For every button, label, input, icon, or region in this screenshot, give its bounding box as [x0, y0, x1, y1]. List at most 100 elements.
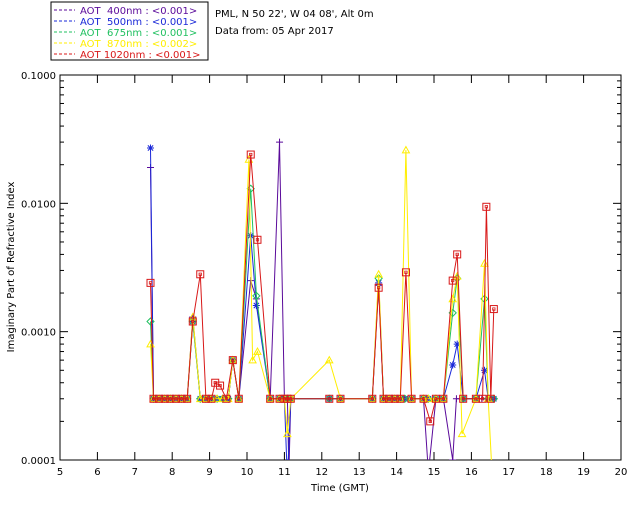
data-point: [283, 429, 292, 438]
data-point: [482, 202, 491, 211]
data-point-inner: [174, 397, 178, 401]
data-point-inner: [249, 152, 253, 157]
x-axis-title: Time (GMT): [310, 483, 369, 494]
data-point: [407, 394, 416, 403]
data-point: [146, 317, 155, 326]
data-point: [448, 276, 457, 285]
data-point: [286, 394, 295, 403]
data-point: [396, 394, 405, 403]
data-point-inner: [481, 397, 485, 401]
data-point: [486, 394, 495, 403]
data-point: [439, 394, 448, 403]
data-point: [400, 394, 410, 403]
data-point-inner: [404, 270, 408, 274]
data-point-inner: [282, 397, 287, 401]
series-0: [147, 138, 498, 460]
series-2: [146, 184, 499, 403]
data-point: [171, 394, 180, 403]
data-point-inner: [168, 397, 172, 401]
data-point: [216, 381, 225, 390]
data-point-inner: [387, 397, 391, 401]
data-point: [188, 317, 197, 326]
data-point: [480, 258, 489, 267]
data-point-inner: [461, 397, 465, 401]
data-point-inner: [151, 397, 156, 401]
station-header: PML, N 50 22', W 04 08', Alt 0m: [215, 9, 374, 20]
data-point-inner: [474, 397, 478, 401]
data-point: [253, 347, 262, 355]
data-point: [379, 394, 388, 403]
series-4: [146, 150, 498, 426]
series-group: [146, 138, 499, 475]
data-point: [452, 395, 460, 403]
data-point: [374, 269, 383, 278]
legend-label: AOT 675nm : <0.001>: [80, 28, 197, 39]
data-point-inner: [218, 383, 222, 388]
legend-label: AOT 400nm : <0.001>: [80, 6, 197, 17]
x-tick-label: 14: [390, 467, 403, 478]
data-point: [401, 145, 411, 154]
data-point-inner: [231, 358, 235, 362]
data-point: [336, 394, 345, 403]
data-point-inner: [451, 278, 455, 283]
data-point-inner: [398, 397, 402, 401]
data-point-inner: [370, 397, 374, 401]
data-point: [207, 394, 216, 403]
x-tick-label: 15: [428, 467, 441, 478]
data-point: [457, 429, 467, 438]
data-point: [449, 361, 457, 369]
data-point: [426, 417, 435, 426]
x-tick-label: 10: [241, 467, 254, 478]
data-point: [276, 138, 284, 146]
x-tick-label: 13: [353, 467, 366, 478]
data-point: [234, 394, 243, 403]
x-tick-label: 17: [502, 467, 515, 478]
data-point-inner: [492, 307, 496, 311]
data-point: [478, 394, 487, 403]
plot-frame: [59, 74, 622, 461]
x-tick-label: 5: [57, 467, 63, 478]
data-point: [248, 355, 257, 364]
x-tick-label: 9: [206, 467, 212, 478]
x-tick-label: 8: [169, 467, 175, 478]
data-point-inner: [255, 238, 260, 242]
data-point-inner: [209, 397, 214, 401]
series-3: [146, 145, 495, 475]
data-point: [222, 394, 231, 403]
data-point: [459, 394, 468, 403]
data-point-inner: [268, 397, 272, 401]
data-point-inner: [377, 286, 381, 290]
data-point: [149, 394, 158, 403]
x-tick-label: 12: [315, 467, 328, 478]
data-point-inner: [381, 397, 386, 401]
data-point: [166, 394, 175, 403]
legend-label: AOT 1020nm : <0.001>: [80, 50, 200, 61]
data-point: [325, 394, 334, 403]
data-point: [488, 469, 495, 475]
data-point-inner: [428, 419, 432, 423]
x-tick-label: 16: [465, 467, 478, 478]
data-point: [160, 394, 169, 403]
y-tick-label: 0.0100: [21, 199, 56, 210]
data-point: [385, 394, 394, 403]
legend: AOT 400nm : <0.001>AOT 500nm : <0.001>AO…: [50, 1, 209, 61]
x-tick-label: 18: [540, 467, 553, 478]
data-point-inner: [289, 397, 293, 401]
data-point-inner: [224, 397, 229, 401]
data-point-inner: [441, 397, 445, 401]
data-point: [201, 394, 210, 403]
x-tick-label: 20: [615, 467, 628, 478]
data-point: [252, 291, 261, 301]
data-point-inner: [191, 319, 195, 324]
data-point-inner: [409, 397, 414, 401]
data-point: [246, 150, 255, 159]
data-point-inner: [163, 397, 167, 401]
data-point: [211, 378, 220, 387]
data-point: [183, 394, 192, 403]
data-point-inner: [489, 397, 493, 401]
data-point: [324, 355, 334, 364]
data-point-inner: [434, 397, 438, 401]
data-point-inner: [237, 397, 241, 401]
data-point: [228, 356, 237, 365]
data-point: [374, 283, 383, 292]
